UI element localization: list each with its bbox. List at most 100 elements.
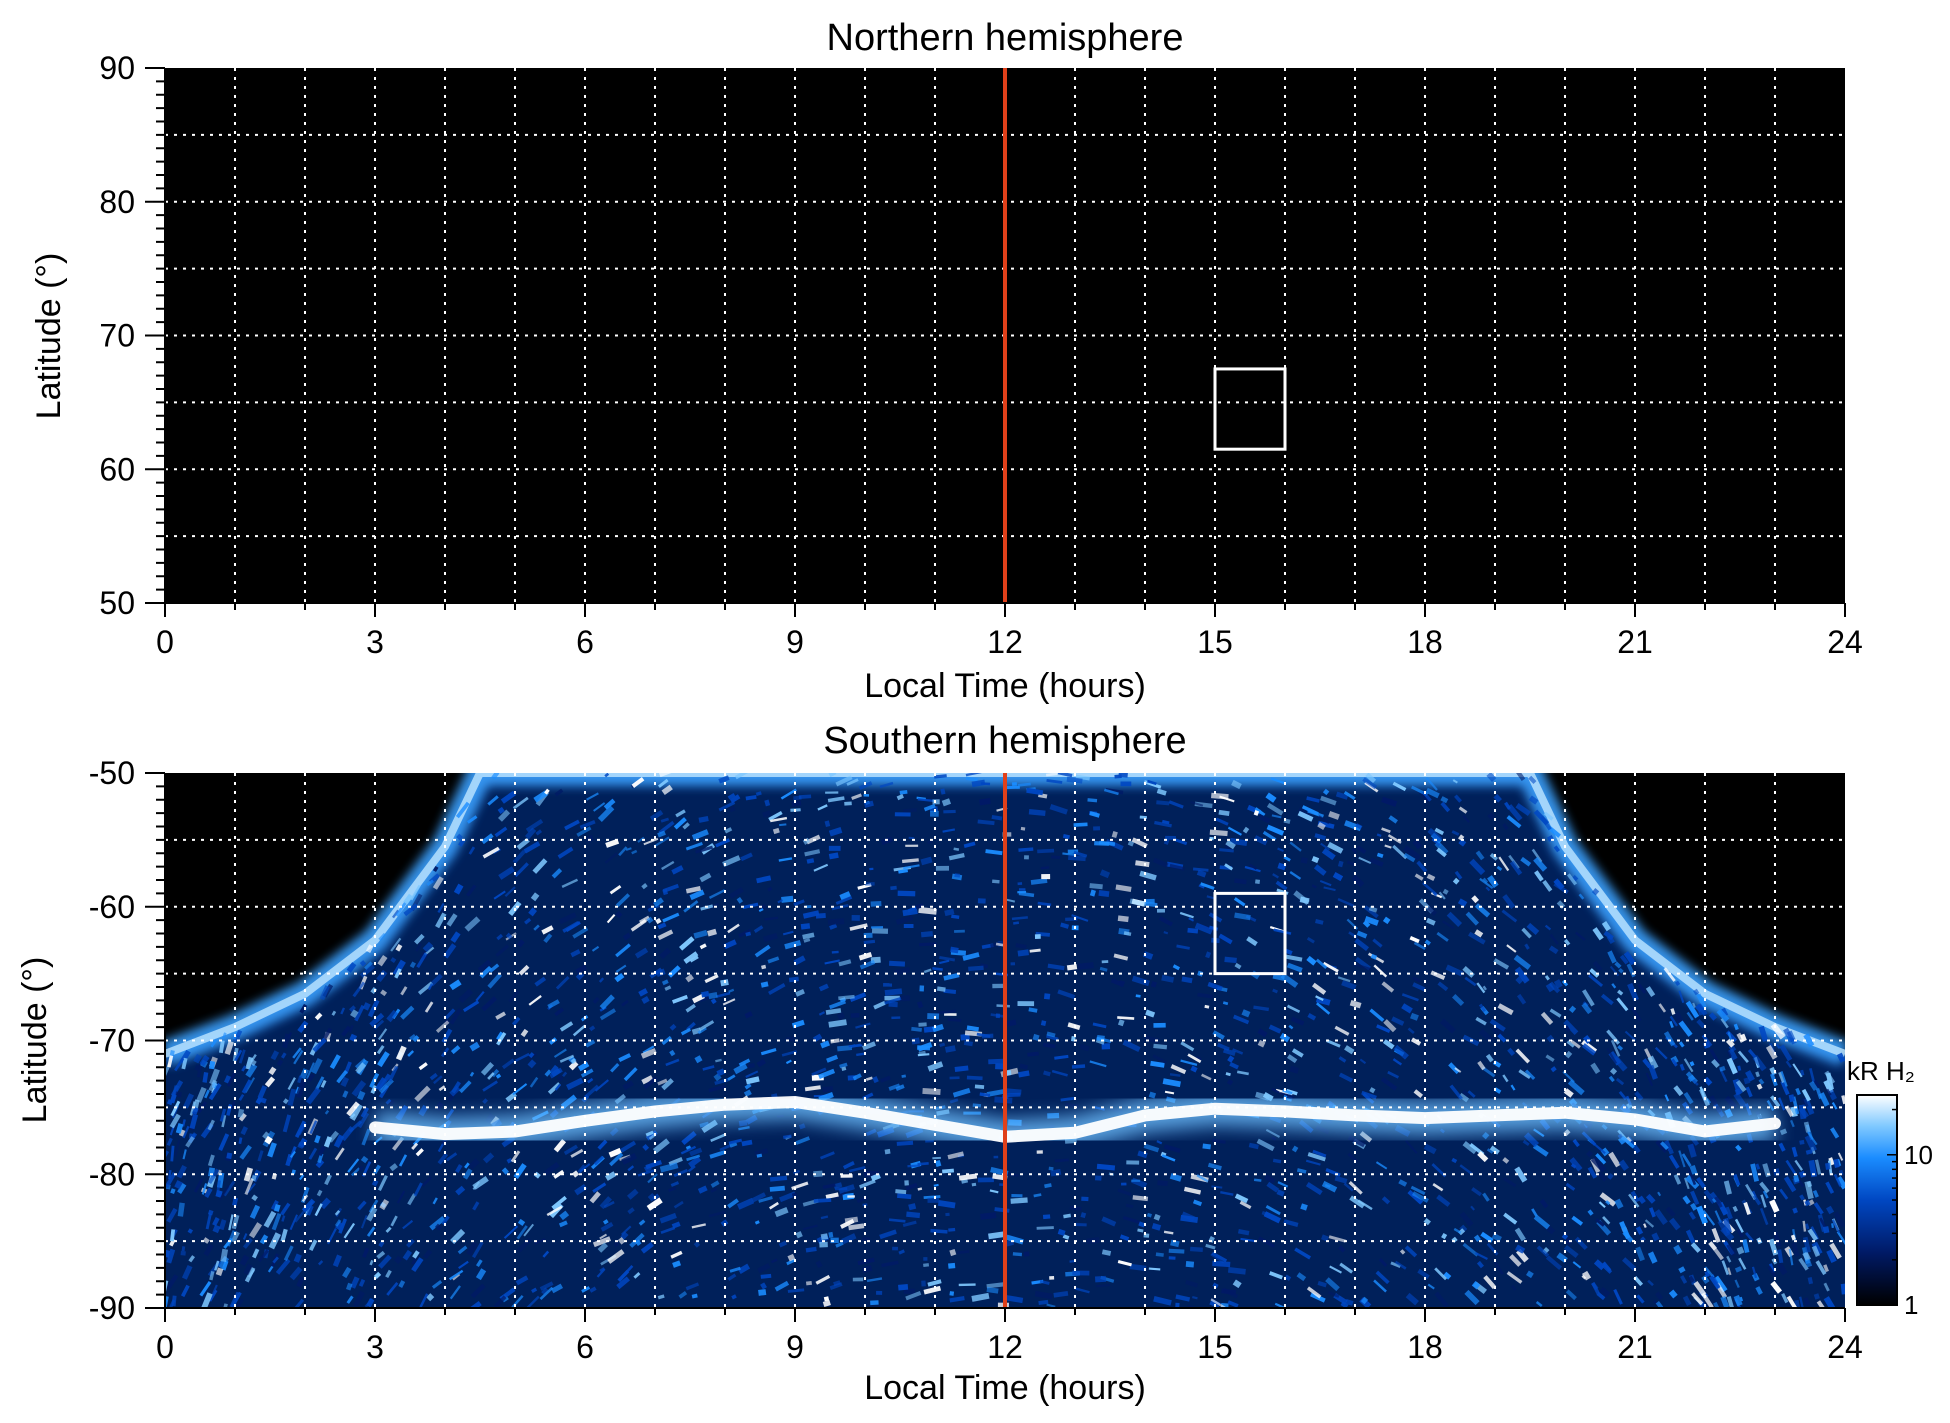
south-emission-speck: [350, 1167, 361, 1177]
south-emission-speck: [866, 1277, 883, 1283]
south-emission-speck: [971, 779, 986, 788]
south-emission-speck: [385, 1269, 392, 1279]
south-emission-speck: [659, 947, 672, 960]
south-emission-speck: [1205, 951, 1212, 959]
south-emission-speck: [1735, 1080, 1747, 1093]
south-emission-speck: [400, 1005, 415, 1020]
south-emission-speck: [1623, 951, 1636, 966]
south-emission-speck: [698, 1020, 715, 1032]
south-emission-speck: [689, 889, 705, 901]
north-x-tick-label: 24: [1827, 624, 1863, 660]
south-emission-speck: [1671, 1058, 1678, 1067]
south-emission-speck: [415, 942, 422, 952]
south-emission-speck: [896, 1140, 914, 1146]
south-emission-speck: [819, 1151, 835, 1160]
south-emission-speck: [1756, 1083, 1763, 1090]
south-emission-speck: [923, 1257, 928, 1261]
south-emission-speck: [1075, 1287, 1090, 1294]
south-emission-speck: [1678, 1020, 1693, 1037]
south-emission-speck: [1510, 1084, 1516, 1091]
south-emission-speck: [1370, 953, 1378, 960]
south-emission-speck: [342, 1090, 349, 1098]
south-emission-speck: [315, 1076, 325, 1090]
south-emission-speck: [360, 1106, 370, 1118]
south-emission-speck: [1387, 1070, 1400, 1079]
south-emission-speck: [1780, 1071, 1788, 1087]
south-emission-speck: [315, 1159, 325, 1169]
south-emission-speck: [1018, 891, 1035, 898]
south-emission-speck: [693, 929, 708, 939]
south-emission-speck: [482, 1152, 495, 1164]
south-emission-speck: [245, 1063, 258, 1078]
south-emission-speck: [692, 993, 705, 1004]
south-emission-speck: [1678, 990, 1685, 1004]
south-emission-speck: [411, 1257, 424, 1273]
south-emission-speck: [1654, 1209, 1668, 1225]
south-emission-speck: [487, 972, 502, 989]
south-auroral-oval: [369, 1095, 1781, 1143]
south-emission-speck: [455, 1164, 463, 1173]
south-emission-speck: [426, 1293, 435, 1302]
south-emission-speck: [669, 1049, 676, 1057]
south-emission-speck: [1564, 1050, 1573, 1059]
south-emission-speck: [1681, 1153, 1692, 1167]
south-emission-speck: [1038, 1299, 1049, 1306]
south-emission-speck: [1338, 1245, 1346, 1253]
south-emission-speck: [1137, 1150, 1148, 1159]
south-emission-speck: [1813, 1079, 1821, 1088]
south-emission-speck: [767, 956, 780, 964]
south-emission-speck: [1119, 1234, 1130, 1242]
south-emission-speck: [1018, 1070, 1030, 1078]
south-emission-speck: [829, 923, 838, 930]
south-emission-speck: [398, 1154, 408, 1167]
south-emission-speck: [600, 1222, 614, 1232]
south-emission-speck: [194, 1064, 200, 1071]
south-emission-speck: [359, 960, 367, 967]
south-emission-speck: [1526, 922, 1540, 935]
south-emission-speck: [1285, 954, 1303, 962]
south-emission-speck: [756, 875, 772, 884]
south-emission-speck: [1359, 1058, 1367, 1065]
south-emission-speck: [1509, 1254, 1522, 1267]
south-emission-speck: [1833, 1211, 1845, 1228]
south-emission-speck: [165, 1063, 171, 1080]
south-emission-speck: [1205, 1243, 1216, 1250]
south-emission-speck: [1498, 856, 1510, 872]
south-emission-speck: [1683, 1177, 1690, 1190]
south-emission-speck: [710, 1133, 727, 1143]
south-emission-speck: [1822, 1226, 1830, 1234]
south-emission-speck: [1781, 1293, 1789, 1304]
south-emission-speck: [828, 827, 843, 837]
south-emission-speck: [314, 1135, 321, 1144]
south-emission-speck: [1657, 1191, 1662, 1197]
south-emission-speck: [544, 1162, 560, 1176]
south-emission-speck: [1539, 1198, 1549, 1209]
south-emission-speck: [592, 1236, 612, 1248]
south-emission-speck: [1403, 845, 1422, 861]
south-emission-speck: [1606, 1047, 1618, 1065]
south-emission-speck: [756, 1058, 767, 1068]
south-emission-speck: [1502, 894, 1516, 909]
south-emission-speck: [917, 798, 934, 802]
south-emission-speck: [848, 1044, 863, 1048]
south-emission-speck: [576, 826, 592, 837]
south-emission-speck: [443, 943, 457, 959]
south-emission-speck: [413, 1182, 423, 1197]
south-emission-speck: [503, 1225, 519, 1239]
south-emission-speck: [1201, 1073, 1212, 1081]
south-emission-speck: [224, 1075, 232, 1084]
south-emission-speck: [1452, 877, 1460, 885]
south-emission-speck: [1483, 1275, 1497, 1290]
south-emission-speck: [422, 941, 434, 953]
south-emission-speck: [1609, 1067, 1618, 1075]
south-emission-speck: [668, 1186, 677, 1192]
south-emission-speck: [262, 1131, 270, 1140]
south-emission-speck: [1574, 1236, 1588, 1251]
south-emission-speck: [208, 1060, 216, 1070]
south-emission-speck: [335, 1221, 344, 1231]
south-emission-speck: [1533, 809, 1550, 826]
south-emission-speck: [1329, 1265, 1342, 1274]
south-emission-speck: [424, 1001, 434, 1013]
south-emission-speck: [932, 1023, 944, 1033]
south-emission-speck: [719, 1144, 732, 1152]
